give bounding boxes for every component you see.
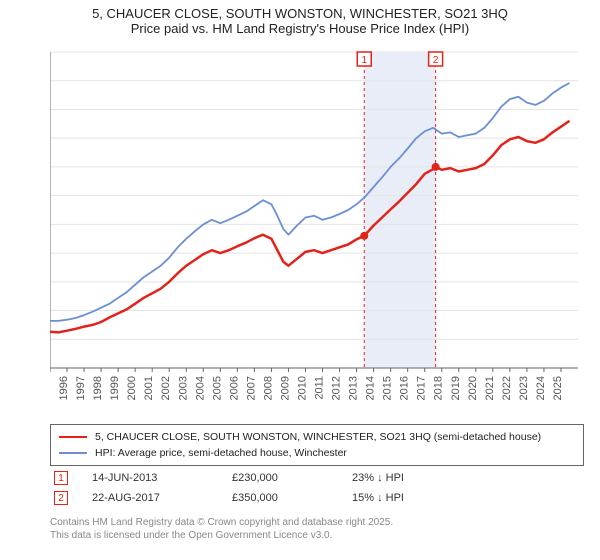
sale-marker-2: 2 — [54, 491, 68, 505]
sale-date: 22-AUG-2017 — [92, 492, 232, 504]
svg-text:1: 1 — [361, 55, 367, 66]
svg-text:2004: 2004 — [194, 376, 206, 400]
svg-text:2018: 2018 — [433, 376, 445, 400]
legend-box: 5, CHAUCER CLOSE, SOUTH WONSTON, WINCHES… — [50, 424, 584, 466]
title-subtitle: Price paid vs. HM Land Registry's House … — [10, 21, 590, 36]
svg-text:2020: 2020 — [467, 376, 479, 400]
svg-text:2022: 2022 — [501, 376, 513, 400]
sale-rows: 1 14-JUN-2013 £230,000 23% ↓ HPI 2 22-AU… — [50, 468, 584, 508]
svg-text:1997: 1997 — [75, 376, 87, 400]
title-address: 5, CHAUCER CLOSE, SOUTH WONSTON, WINCHES… — [10, 6, 590, 21]
svg-text:1996: 1996 — [58, 376, 70, 400]
svg-text:2002: 2002 — [160, 376, 172, 400]
svg-text:2010: 2010 — [296, 376, 308, 400]
legend-item-hpi: HPI: Average price, semi-detached house,… — [59, 445, 575, 461]
svg-text:2021: 2021 — [484, 376, 496, 400]
svg-text:1998: 1998 — [92, 376, 104, 400]
svg-text:2006: 2006 — [228, 376, 240, 400]
svg-text:2001: 2001 — [143, 376, 155, 400]
svg-text:2024: 2024 — [535, 376, 547, 400]
svg-text:2016: 2016 — [399, 376, 411, 400]
svg-text:2: 2 — [433, 55, 439, 66]
svg-text:2009: 2009 — [279, 376, 291, 400]
svg-text:2025: 2025 — [552, 376, 564, 400]
svg-text:2015: 2015 — [382, 376, 394, 400]
svg-text:2017: 2017 — [416, 376, 428, 400]
legend-swatch — [59, 436, 87, 438]
sale-row: 1 14-JUN-2013 £230,000 23% ↓ HPI — [50, 468, 584, 488]
footer: Contains HM Land Registry data © Crown c… — [50, 516, 584, 542]
svg-text:2023: 2023 — [518, 376, 530, 400]
legend-swatch — [59, 452, 87, 454]
svg-text:2019: 2019 — [450, 376, 462, 400]
legend-label: 5, CHAUCER CLOSE, SOUTH WONSTON, WINCHES… — [95, 431, 541, 443]
svg-text:2011: 2011 — [314, 376, 326, 400]
svg-text:2013: 2013 — [348, 376, 360, 400]
legend-label: HPI: Average price, semi-detached house,… — [95, 447, 347, 459]
chart-svg: £0£50K£100K£150K£200K£250K£300K£350K£400… — [50, 46, 584, 416]
svg-text:2000: 2000 — [126, 376, 138, 400]
title-block: 5, CHAUCER CLOSE, SOUTH WONSTON, WINCHES… — [0, 0, 600, 38]
chart-container: 5, CHAUCER CLOSE, SOUTH WONSTON, WINCHES… — [0, 0, 600, 560]
sale-marker-1: 1 — [54, 471, 68, 485]
sale-hpi-delta: 15% ↓ HPI — [352, 492, 472, 504]
svg-text:1999: 1999 — [109, 376, 121, 400]
svg-text:2003: 2003 — [177, 376, 189, 400]
svg-text:2007: 2007 — [245, 376, 257, 400]
legend-item-price-paid: 5, CHAUCER CLOSE, SOUTH WONSTON, WINCHES… — [59, 429, 575, 445]
sale-row: 2 22-AUG-2017 £350,000 15% ↓ HPI — [50, 488, 584, 508]
sale-hpi-delta: 23% ↓ HPI — [352, 472, 472, 484]
sale-date: 14-JUN-2013 — [92, 472, 232, 484]
sale-price: £230,000 — [232, 472, 352, 484]
chart-area: £0£50K£100K£150K£200K£250K£300K£350K£400… — [50, 46, 584, 416]
footer-line1: Contains HM Land Registry data © Crown c… — [50, 516, 584, 529]
svg-text:2005: 2005 — [211, 376, 223, 400]
svg-text:2012: 2012 — [331, 376, 343, 400]
svg-text:2008: 2008 — [262, 376, 274, 400]
svg-text:2014: 2014 — [365, 376, 377, 400]
sale-price: £350,000 — [232, 492, 352, 504]
footer-line2: This data is licensed under the Open Gov… — [50, 529, 584, 542]
svg-text:1995: 1995 — [50, 376, 53, 400]
